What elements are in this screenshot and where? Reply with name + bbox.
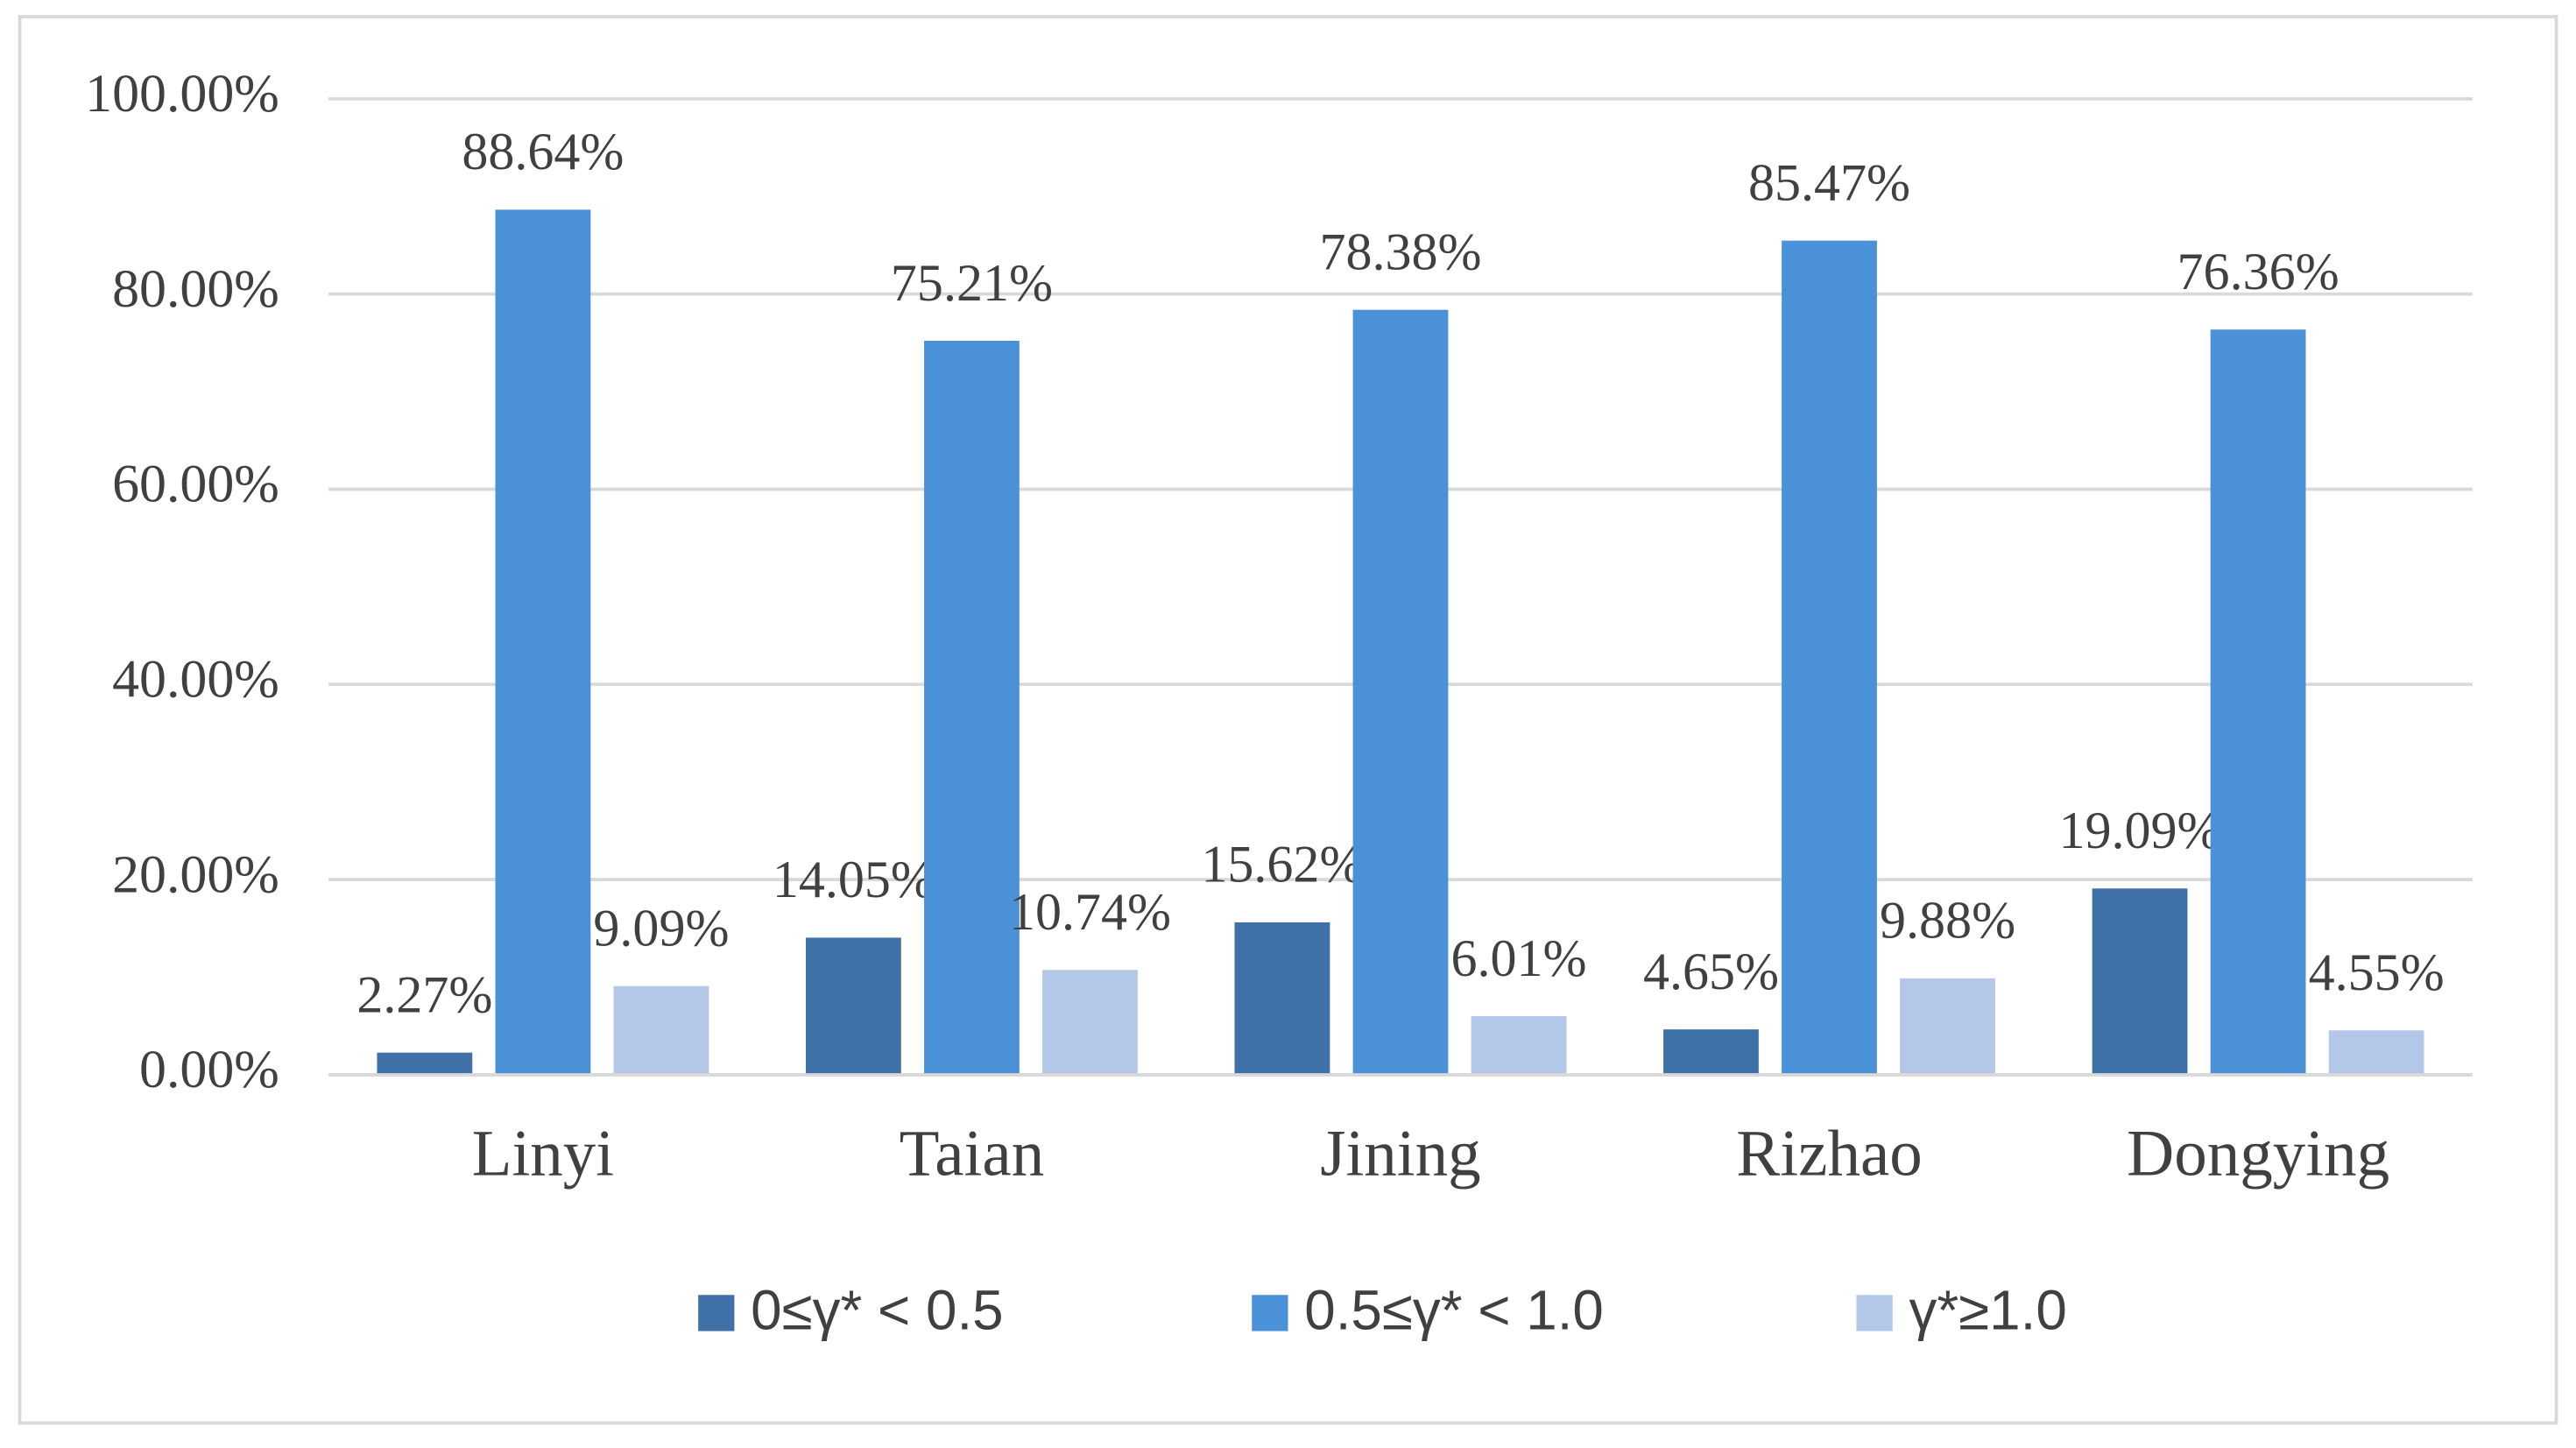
value-label: 76.36% — [2177, 243, 2340, 300]
x-tick-label: Dongying — [2127, 1118, 2389, 1190]
legend-label: γ*≥1.0 — [1909, 1279, 2066, 1342]
value-label: 9.88% — [1880, 892, 2015, 950]
y-tick-label: 20.00% — [112, 844, 279, 904]
y-tick-label: 40.00% — [112, 650, 279, 710]
value-label: 15.62% — [1201, 836, 1363, 894]
bar — [1471, 1015, 1567, 1075]
value-label: 78.38% — [1319, 222, 1481, 280]
x-tick-label: Jining — [1320, 1118, 1480, 1190]
x-tick-label: Linyi — [472, 1118, 615, 1190]
value-label: 85.47% — [1748, 153, 1910, 211]
legend-swatch — [1252, 1295, 1288, 1331]
y-tick-label: 80.00% — [112, 259, 279, 319]
bar — [613, 985, 709, 1075]
value-label: 4.65% — [1643, 943, 1779, 1000]
value-label: 2.27% — [356, 965, 492, 1023]
x-tick-label: Taian — [900, 1118, 1045, 1190]
y-tick-label: 100.00% — [85, 64, 279, 124]
value-label: 6.01% — [1451, 929, 1587, 987]
bar — [2210, 329, 2306, 1075]
bar — [806, 937, 901, 1075]
chart-border — [18, 15, 2558, 1425]
bar — [924, 341, 1020, 1075]
value-label: 10.74% — [1009, 883, 1171, 941]
legend-label: 0.5≤γ* < 1.0 — [1304, 1279, 1604, 1342]
x-tick-label: Rizhao — [1736, 1118, 1922, 1190]
value-label: 19.09% — [2059, 802, 2221, 859]
value-label: 9.09% — [593, 899, 729, 957]
value-label: 75.21% — [891, 254, 1053, 312]
bar — [495, 209, 591, 1075]
legend-label: 0≤γ* < 0.5 — [751, 1279, 1003, 1342]
value-label: 14.05% — [773, 851, 935, 908]
legend-swatch — [1856, 1295, 1893, 1331]
bar — [377, 1052, 473, 1075]
value-label: 88.64% — [462, 123, 624, 180]
bar — [1352, 309, 1449, 1075]
value-label: 4.55% — [2309, 943, 2445, 1001]
y-tick-label: 60.00% — [112, 455, 279, 514]
legend-swatch — [698, 1295, 735, 1331]
bar — [1042, 970, 1138, 1075]
bar — [1663, 1029, 1759, 1075]
bar — [1782, 240, 1877, 1075]
y-tick-label: 0.00% — [139, 1040, 279, 1099]
bar — [1234, 922, 1330, 1075]
bar — [2092, 888, 2188, 1075]
bar — [1900, 978, 1995, 1075]
bar — [2328, 1030, 2424, 1075]
